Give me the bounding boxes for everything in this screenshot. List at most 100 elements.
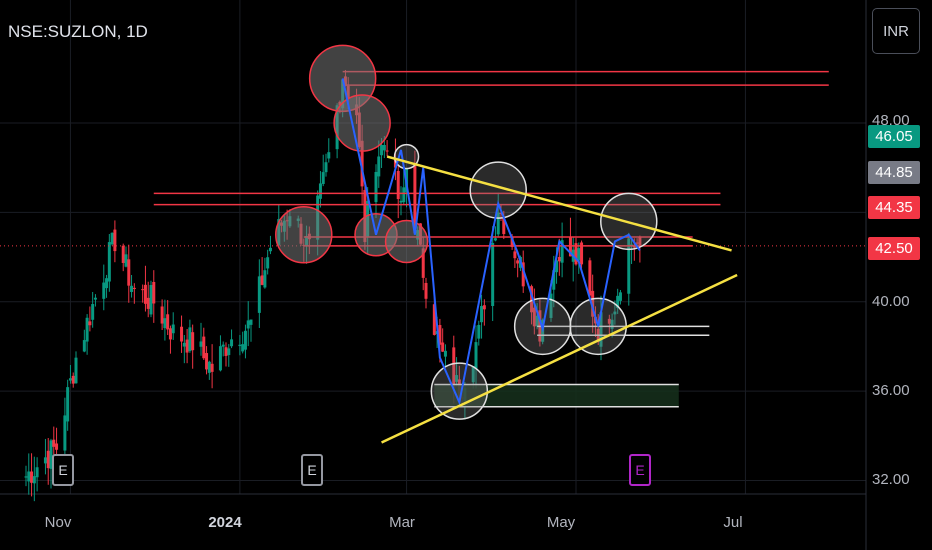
candle-body — [160, 306, 164, 324]
candle-body — [35, 467, 39, 478]
candle-body — [432, 304, 436, 335]
candle-body — [424, 282, 428, 299]
candle-body — [588, 260, 592, 296]
candle-body — [568, 237, 572, 257]
candle-body — [502, 218, 506, 235]
candle-body — [385, 150, 389, 152]
candle-body — [360, 140, 364, 187]
candle-body — [318, 183, 322, 199]
candle-body — [421, 248, 425, 278]
candle-body — [105, 278, 109, 289]
candle-body — [49, 440, 53, 469]
highlight-circle — [384, 219, 429, 264]
trendline — [386, 155, 732, 252]
candle-body — [399, 200, 403, 203]
earnings-event-marker[interactable]: E — [52, 454, 74, 486]
highlight-circle — [275, 206, 333, 264]
candle-body — [263, 270, 267, 288]
candle-body — [171, 324, 175, 334]
candle-body — [396, 170, 400, 200]
candle-body — [482, 305, 486, 310]
highlight-circle — [333, 94, 391, 152]
candle-body — [324, 162, 328, 173]
candle-body — [182, 342, 186, 347]
candle-body — [638, 237, 642, 246]
candle-body — [268, 247, 272, 252]
price-label-level: 44.85 — [868, 161, 920, 184]
time-tick-label: Mar — [389, 514, 415, 531]
candle-body — [577, 248, 581, 261]
candle-body — [591, 290, 595, 317]
candle-body — [499, 213, 503, 215]
candle-body — [441, 342, 445, 352]
candle-body — [393, 158, 397, 168]
candle-body — [635, 242, 639, 244]
candle-body — [152, 281, 156, 304]
earnings-event-marker[interactable]: E — [629, 454, 651, 486]
highlight-circle — [430, 362, 489, 420]
candle-body — [210, 363, 214, 372]
candle-body — [85, 317, 89, 342]
candle-body — [191, 332, 195, 351]
candle-body — [30, 471, 34, 483]
candle-body — [63, 415, 67, 451]
candle-body — [124, 254, 128, 267]
trendline — [381, 273, 738, 444]
highlight-circle — [469, 161, 527, 219]
price-tick-label: 36.00 — [872, 382, 910, 399]
candle-body — [110, 232, 114, 245]
candle-body — [146, 297, 150, 309]
candle-body — [224, 347, 228, 356]
candle-body — [493, 238, 497, 241]
candle-body — [24, 476, 28, 478]
candle-body — [202, 336, 206, 359]
price-label-level: 44.35 — [868, 196, 920, 219]
candle-body — [241, 344, 245, 352]
earnings-event-marker[interactable]: E — [301, 454, 323, 486]
price-label-high: 46.05 — [868, 125, 920, 148]
candle-body — [71, 375, 75, 384]
candle-body — [74, 357, 78, 384]
candle-body — [477, 324, 481, 339]
price-tick-label: 32.00 — [872, 471, 910, 488]
candle-body — [327, 152, 331, 159]
candle-body — [530, 286, 534, 313]
candle-body — [610, 319, 614, 329]
candle-body — [455, 375, 459, 382]
candle-body — [149, 284, 153, 315]
candle-body — [55, 443, 59, 450]
currency-button[interactable]: INR — [872, 8, 920, 54]
candle-body — [185, 339, 189, 353]
candle-body — [121, 245, 125, 263]
candle-body — [413, 163, 417, 234]
candle-body — [266, 257, 270, 269]
price-tick-label: 40.00 — [872, 293, 910, 310]
candle-body — [102, 282, 106, 299]
candle-body — [27, 471, 31, 482]
candle-body — [43, 457, 47, 464]
candle-body — [377, 156, 381, 177]
candle-body — [630, 244, 634, 246]
candle-body — [113, 229, 117, 252]
candle-body — [143, 284, 147, 304]
candle-body — [91, 304, 95, 320]
candle-body — [557, 257, 561, 262]
candle-body — [438, 325, 442, 345]
candle-body — [552, 270, 556, 290]
price-label-last: 42.50 — [868, 237, 920, 260]
candle-body — [580, 242, 584, 265]
candle-body — [632, 246, 636, 248]
candle-body — [321, 172, 325, 184]
symbol-title[interactable]: NSE:SUZLON, 1D — [8, 22, 148, 41]
candle-body — [88, 321, 92, 326]
candle-body — [107, 242, 111, 282]
candle-body — [382, 145, 386, 151]
candle-body — [532, 307, 536, 327]
candle-body — [230, 339, 234, 347]
candle-body — [93, 297, 97, 300]
time-tick-label: 2024 — [208, 514, 242, 531]
candle-body — [363, 190, 367, 243]
candle-body — [607, 318, 611, 324]
